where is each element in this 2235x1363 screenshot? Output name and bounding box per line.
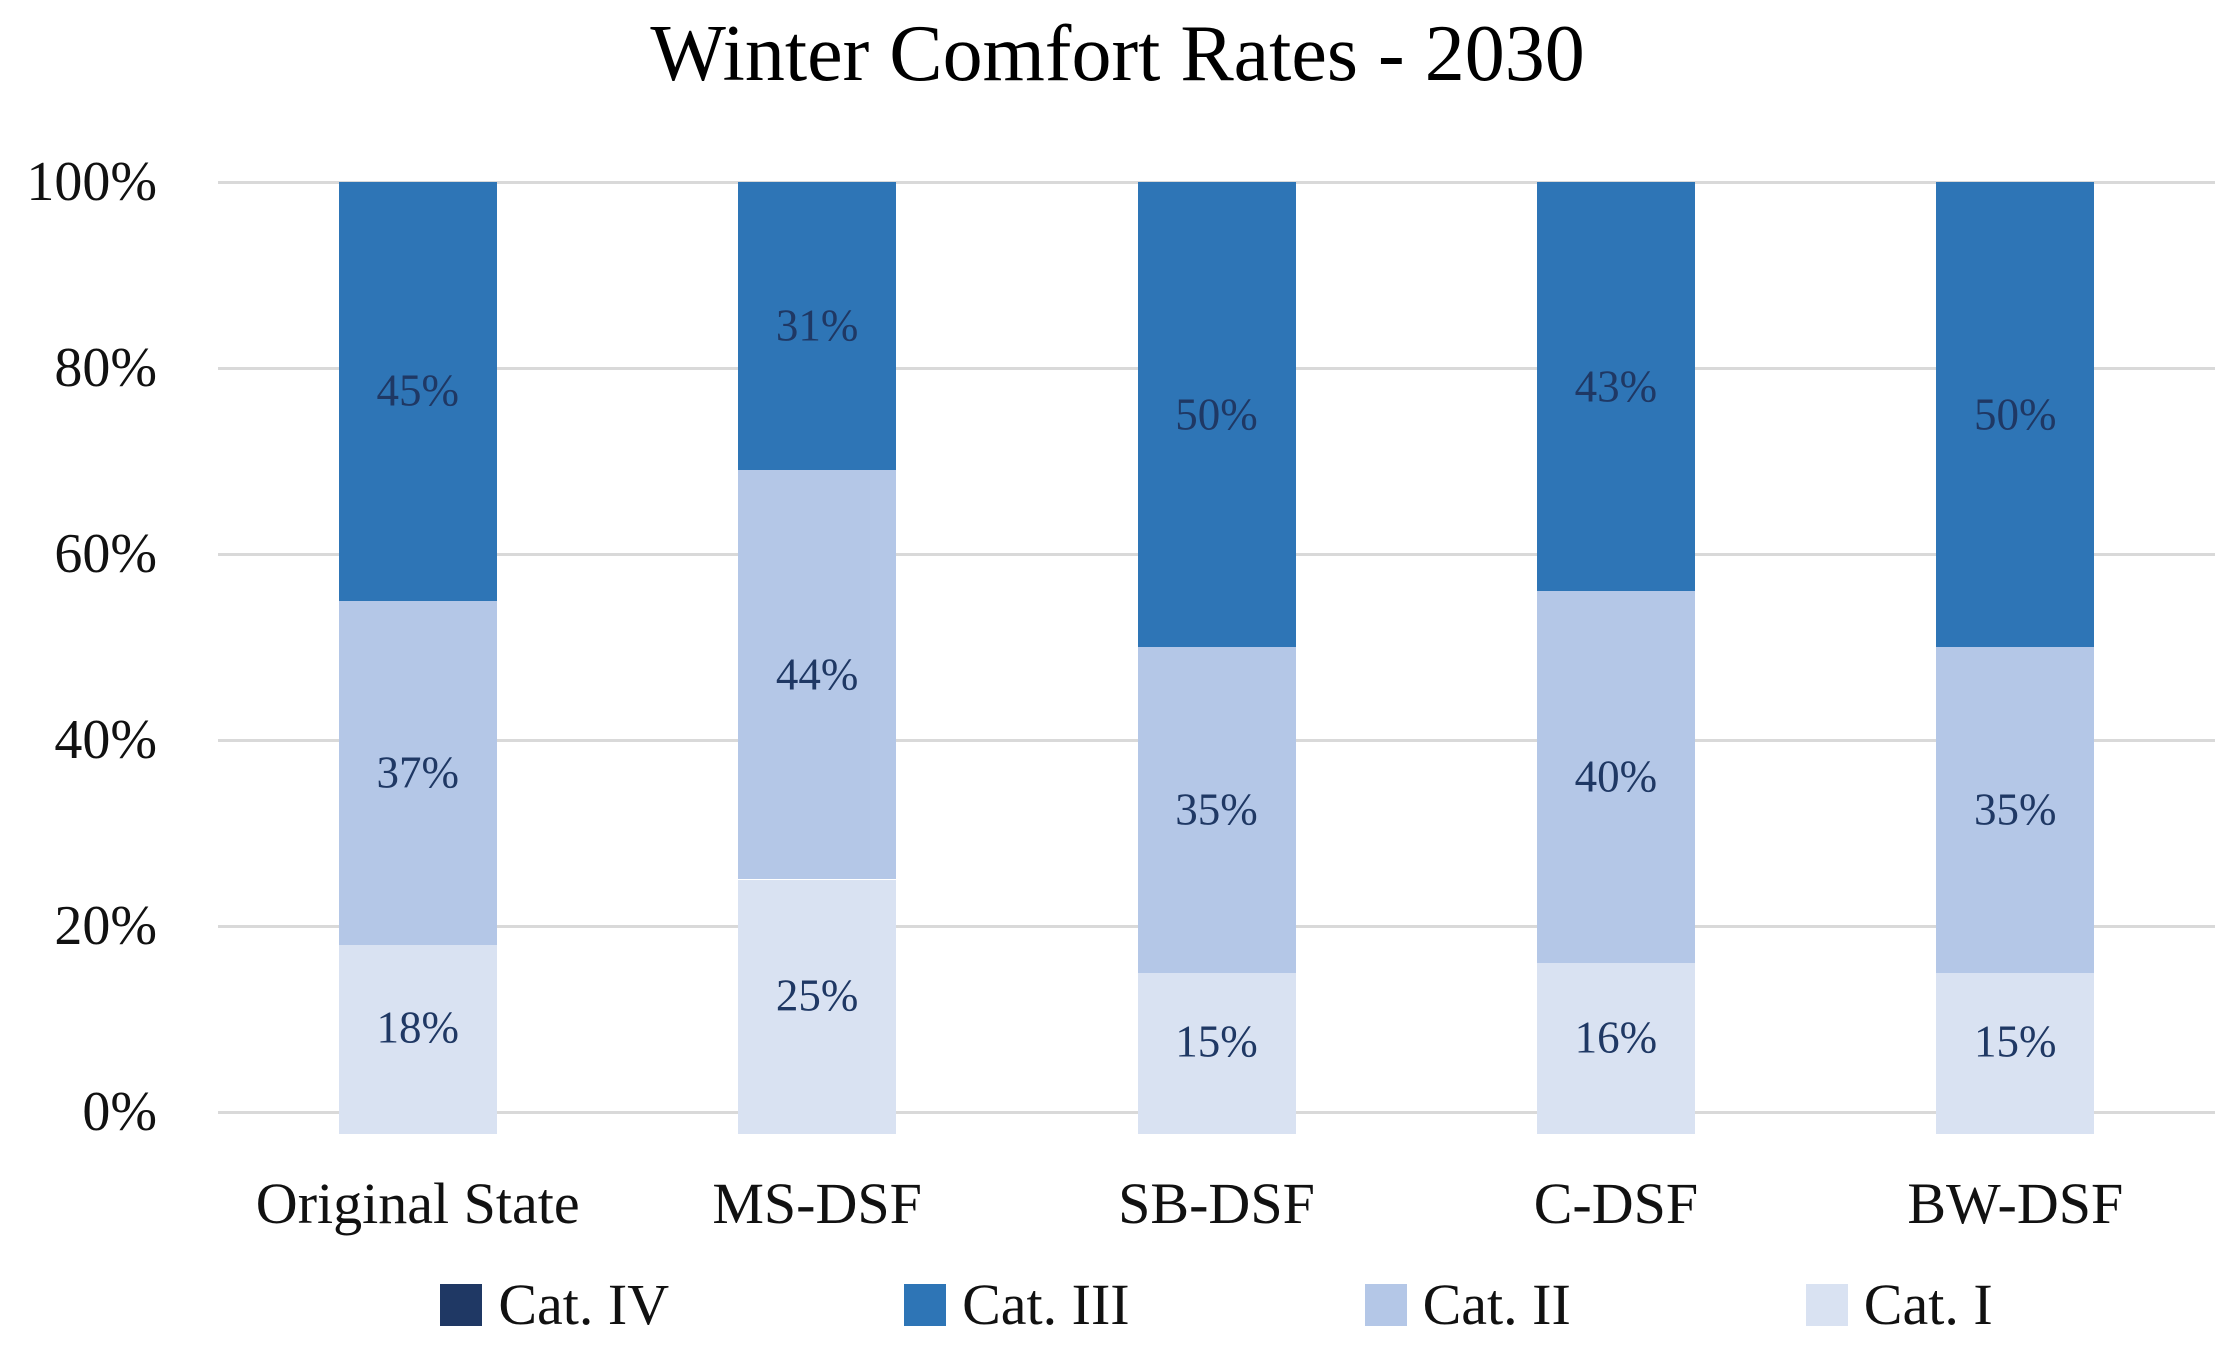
x-axis-label-c-dsf: C-DSF: [1533, 1171, 1699, 1236]
legend-label-cat-i: Cat. I: [1863, 1272, 1993, 1337]
legend-marker-cat-iv: [440, 1284, 483, 1326]
data-label-cat-i-bw-dsf: 15%: [1974, 1016, 2057, 1067]
bar-segment-cat-i-c-dsf: [1536, 963, 1695, 1134]
data-label-cat-iii-bw-dsf: 50%: [1974, 389, 2057, 439]
data-label-cat-iii-c-dsf: 43%: [1574, 361, 1658, 412]
legend-item-cat-i: Cat. I: [1805, 1272, 1993, 1337]
legend-item-cat-ii: Cat. II: [1364, 1272, 1571, 1337]
legend-marker-cat-ii: [1364, 1284, 1407, 1326]
legend-label-cat-iv: Cat. IV: [498, 1272, 670, 1337]
data-label-cat-ii-ms-dsf: 44%: [775, 649, 859, 700]
bar-segment-cat-ii-c-dsf: [1536, 591, 1695, 964]
data-label-cat-iii-ms-dsf: 31%: [775, 300, 859, 351]
bar-segment-cat-ii-bw-dsf: [1936, 647, 2095, 973]
y-axis-tick-100: 100%: [26, 151, 157, 213]
data-label-cat-i-sb-dsf: 15%: [1175, 1016, 1258, 1067]
y-axis-tick-80: 80%: [54, 337, 157, 399]
data-label-cat-iii-sb-dsf: 50%: [1175, 389, 1258, 439]
legend-marker-cat-i: [1805, 1284, 1848, 1326]
bar-segment-cat-iii-c-dsf: [1536, 182, 1695, 592]
y-axis-tick-40: 40%: [54, 709, 157, 771]
data-label-cat-i-ms-dsf: 25%: [775, 970, 859, 1021]
bar-segment-cat-i-sb-dsf: [1137, 972, 1296, 1134]
legend-label-cat-iii: Cat. III: [962, 1272, 1130, 1337]
x-axis-label-sb-dsf: SB-DSF: [1118, 1171, 1315, 1236]
legend: Cat. IV Cat. III Cat. II Cat. I: [218, 1262, 2215, 1348]
data-label-cat-ii-sb-dsf: 35%: [1175, 784, 1258, 835]
legend-label-cat-ii: Cat. II: [1422, 1272, 1571, 1337]
y-axis-tick-20: 20%: [54, 895, 157, 957]
bar-segment-cat-i-bw-dsf: [1936, 972, 2095, 1134]
data-label-cat-i-c-dsf: 16%: [1574, 1012, 1658, 1063]
bar-segment-cat-iii-sb-dsf: [1137, 182, 1296, 647]
bar-segment-cat-i-ms-dsf: [738, 879, 897, 1134]
data-label-cat-ii-original-state: 37%: [376, 747, 459, 798]
data-label-cat-i-original-state: 18%: [376, 1002, 459, 1053]
bar-segment-cat-ii-sb-dsf: [1137, 647, 1296, 973]
legend-item-cat-iv: Cat. IV: [440, 1276, 669, 1334]
bar-segment-cat-iii-bw-dsf: [1936, 182, 2095, 647]
data-label-cat-iii-original-state: 45%: [376, 365, 459, 416]
bar-segment-cat-ii-original-state: [338, 600, 497, 945]
legend-item-cat-iii: Cat. III: [904, 1276, 1130, 1334]
x-axis-label-original-state: Original State: [255, 1171, 580, 1236]
chart-title: Winter Comfort Rates - 2030: [650, 10, 1585, 98]
bar-segment-cat-ii-ms-dsf: [738, 470, 897, 880]
bar-segment-cat-iii-original-state: [338, 182, 497, 601]
y-axis-tick-60: 60%: [54, 523, 157, 585]
data-label-cat-ii-c-dsf: 40%: [1574, 751, 1658, 802]
x-axis-label-ms-dsf: MS-DSF: [712, 1171, 922, 1236]
legend-marker-cat-iii: [904, 1284, 947, 1326]
x-axis-label-bw-dsf: BW-DSF: [1907, 1171, 2124, 1236]
bar-segment-cat-iii-ms-dsf: [738, 182, 897, 471]
data-label-cat-ii-bw-dsf: 35%: [1974, 784, 2057, 835]
bar-segment-cat-i-original-state: [338, 944, 497, 1134]
y-axis-tick-0: 0%: [82, 1081, 157, 1143]
